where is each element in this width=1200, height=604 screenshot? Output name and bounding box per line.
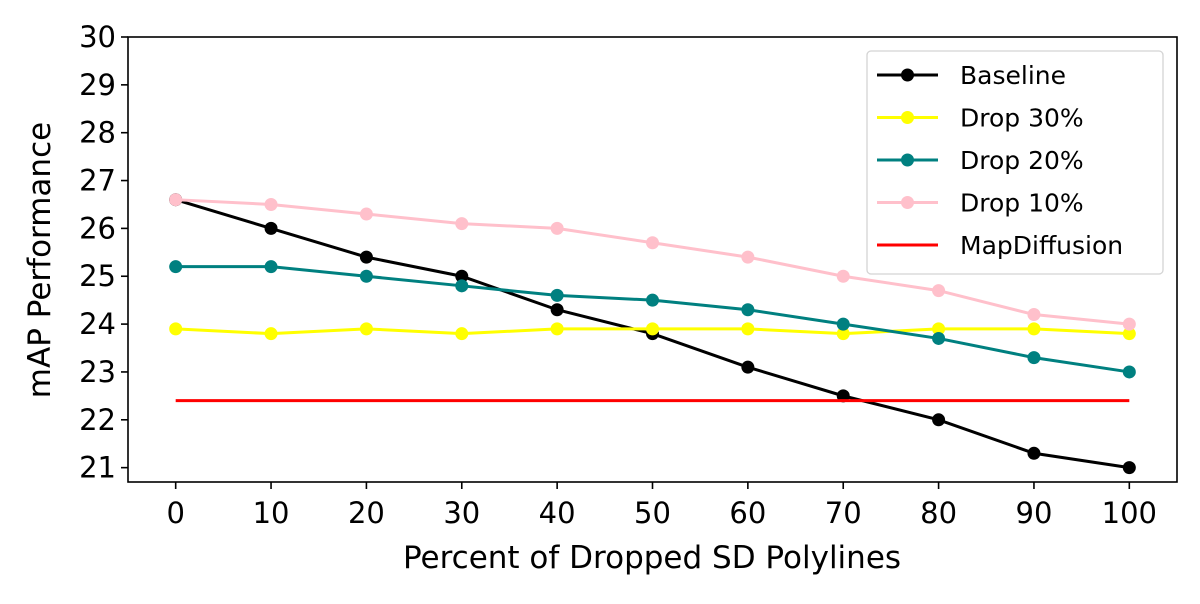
- data-point-drop-30: [550, 322, 564, 336]
- legend-label: Drop 20%: [960, 146, 1084, 175]
- plot-area: [169, 193, 1136, 475]
- data-point-drop-30: [932, 322, 946, 336]
- data-point-drop-30: [741, 322, 755, 336]
- legend-entry-baseline: Baseline: [877, 61, 1066, 90]
- y-tick-label: 26: [79, 211, 116, 245]
- y-tick-label: 25: [79, 259, 116, 293]
- data-point-drop-20: [169, 260, 183, 274]
- x-tick-label: 60: [729, 496, 766, 530]
- data-point-drop-30: [455, 327, 469, 341]
- legend-label: MapDiffusion: [960, 231, 1123, 260]
- data-point-baseline: [836, 389, 850, 403]
- x-tick-label: 100: [1102, 496, 1157, 530]
- data-point-drop-20: [646, 293, 659, 307]
- y-tick-label: 21: [79, 451, 116, 485]
- data-point-drop-20: [1122, 365, 1136, 379]
- x-axis: 0 10 20 30 40 50 60 70 80 90 100: [166, 482, 1157, 530]
- x-axis-label: Percent of Dropped SD Polylines: [403, 540, 901, 576]
- data-point-drop-20: [741, 303, 755, 317]
- data-point-drop-10: [932, 284, 946, 298]
- y-tick-label: 28: [79, 116, 116, 150]
- data-point-drop-30: [359, 322, 373, 336]
- data-point-drop-20: [932, 331, 946, 345]
- data-point-drop-10: [264, 197, 278, 211]
- data-point-drop-30: [169, 322, 183, 336]
- legend-marker: [901, 196, 914, 209]
- data-point-drop-10: [550, 221, 564, 235]
- data-point-drop-10: [836, 269, 850, 283]
- x-tick-label: 50: [634, 496, 671, 530]
- y-tick-label: 30: [79, 20, 116, 54]
- data-point-drop-10: [1027, 308, 1041, 322]
- data-point-baseline: [550, 303, 564, 317]
- x-tick-label: 80: [920, 496, 957, 530]
- x-tick-label: 70: [825, 496, 862, 530]
- data-point-baseline: [932, 413, 946, 427]
- x-tick-label: 10: [253, 496, 290, 530]
- data-point-baseline: [1122, 461, 1136, 475]
- series-drop-30: [169, 322, 1136, 341]
- data-point-drop-20: [836, 317, 850, 331]
- data-point-baseline: [359, 250, 373, 264]
- y-axis-label: mAP Performance: [22, 122, 58, 398]
- legend-marker: [901, 111, 914, 124]
- data-point-drop-10: [169, 193, 183, 207]
- legend-entry-drop-10: Drop 10%: [877, 189, 1084, 218]
- legend-label: Baseline: [960, 61, 1066, 90]
- legend: Baseline Drop 30% Drop 20% Drop 10% MapDiffu…: [866, 50, 1164, 275]
- data-point-drop-30: [836, 327, 850, 341]
- series-line-drop-20: [175, 265, 1130, 374]
- legend-label: Drop 10%: [960, 189, 1084, 218]
- data-point-baseline: [1027, 446, 1041, 460]
- data-point-drop-20: [1027, 351, 1041, 365]
- data-point-drop-30: [1027, 322, 1041, 336]
- x-tick-label: 20: [348, 496, 385, 530]
- legend-frame: [866, 50, 1164, 275]
- data-point-drop-10: [741, 250, 755, 264]
- x-tick-label: 90: [1016, 496, 1053, 530]
- x-tick-label: 0: [166, 496, 184, 530]
- x-tick-label: 40: [539, 496, 576, 530]
- legend-marker: [901, 153, 914, 167]
- legend-entry-drop-30: Drop 30%: [877, 104, 1084, 133]
- legend-entry-mapdiffusion: MapDiffusion: [877, 231, 1123, 260]
- data-point-baseline: [741, 360, 755, 374]
- data-point-drop-20: [359, 269, 373, 283]
- data-point-drop-10: [359, 207, 373, 221]
- data-point-drop-10: [646, 236, 659, 250]
- data-point-drop-20: [264, 260, 278, 274]
- y-tick-label: 27: [79, 164, 116, 198]
- data-point-drop-20: [550, 288, 564, 302]
- data-point-drop-10: [1122, 317, 1136, 331]
- y-tick-label: 29: [79, 68, 116, 102]
- data-point-baseline: [455, 269, 469, 283]
- y-tick-label: 24: [79, 307, 116, 341]
- y-tick-label: 22: [79, 403, 116, 437]
- data-point-drop-30: [1122, 327, 1136, 341]
- legend-entry-drop-20: Drop 20%: [877, 146, 1084, 175]
- series-drop-20: [169, 260, 1136, 379]
- x-tick-label: 30: [443, 496, 480, 530]
- data-point-drop-10: [455, 217, 469, 231]
- legend-marker: [901, 68, 914, 82]
- y-axis: 21 22 23 24 25 26 27 28 29 30: [79, 20, 128, 485]
- series-drop-10: [169, 193, 1136, 331]
- data-point-baseline: [264, 221, 278, 235]
- legend-label: Drop 30%: [960, 104, 1084, 133]
- data-point-drop-20: [455, 279, 469, 293]
- data-point-drop-30: [264, 327, 278, 341]
- data-point-drop-30: [646, 322, 659, 336]
- y-tick-label: 23: [79, 355, 116, 389]
